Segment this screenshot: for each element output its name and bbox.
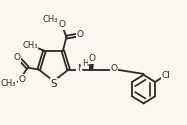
Text: CH₃: CH₃ — [1, 79, 16, 88]
Text: O: O — [89, 54, 96, 63]
Text: CH₃: CH₃ — [22, 41, 38, 50]
Text: O: O — [13, 53, 20, 62]
Text: O: O — [59, 20, 66, 29]
Text: Cl: Cl — [162, 71, 171, 80]
Text: CH₃: CH₃ — [42, 15, 58, 24]
Text: O: O — [77, 30, 84, 39]
Text: O: O — [19, 75, 25, 84]
Text: S: S — [50, 79, 57, 89]
Text: H: H — [82, 59, 88, 68]
Text: N: N — [77, 64, 84, 72]
Text: O: O — [111, 64, 117, 73]
